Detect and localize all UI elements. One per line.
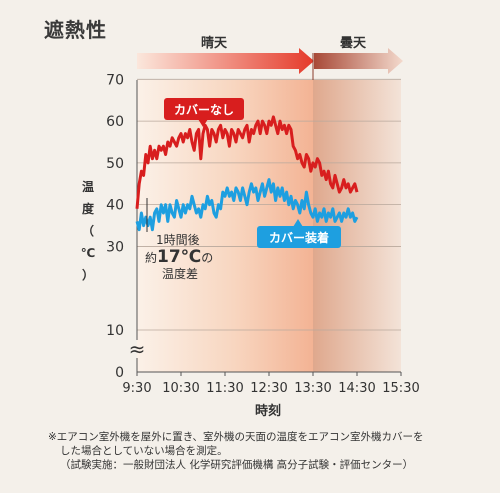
- legend-text-with-cover: カバー装着: [269, 230, 329, 245]
- footnote-line2: した場合としていない場合を測定。: [60, 445, 228, 457]
- annotation-line3: 温度差: [162, 266, 198, 281]
- legend-badge-with-cover: [257, 226, 341, 248]
- annotation-suffix: の: [201, 251, 213, 265]
- legend-badge-no-cover: [164, 98, 244, 120]
- x-tick-label: 14:30: [338, 381, 375, 396]
- legend-text-no-cover: カバーなし: [174, 103, 234, 117]
- legend-label-with-cover: カバー装着: [257, 219, 341, 248]
- series-line-with-cover: [135, 178, 359, 232]
- y-tick-label: 10: [106, 323, 124, 339]
- footnote-line3: （試験実施：一般財団法人 化学研究評価機構 高分子試験・評価センター）: [60, 459, 414, 471]
- temperature-difference-annotation: 1時間後 約17℃の 温度差: [145, 198, 213, 281]
- page-title: 遮熱性: [44, 18, 107, 42]
- y-axis-label-char: 温: [81, 180, 94, 194]
- x-tick-label: 10:30: [162, 381, 199, 396]
- legend-badge-with-cover-pointer: [293, 219, 303, 227]
- series-line-no-cover: [135, 115, 359, 209]
- y-axis-ticks: 0 10 30 40 50 60 70: [106, 72, 124, 381]
- y-tick-label: 0: [115, 365, 124, 381]
- footnote: ※エアコン室外機を屋外に置き、室外機の天面の温度をエアコン室外機カバーを した場…: [48, 430, 488, 472]
- x-tick-label: 11:30: [206, 381, 243, 396]
- y-tick-label: 30: [106, 239, 124, 255]
- y-tick-label: 40: [106, 198, 124, 214]
- y-axis-label-char: ）: [81, 268, 94, 282]
- x-tick-label: 15:30: [382, 381, 419, 396]
- annotation-value: 17℃: [157, 247, 201, 267]
- period-arrows: 晴天 曇天: [137, 35, 403, 80]
- axis-break-mark: ≈: [129, 337, 146, 361]
- footnote-line1: ※エアコン室外機を屋外に置き、室外機の天面の温度をエアコン室外機カバーを: [48, 431, 424, 443]
- y-tick-label: 70: [106, 72, 124, 88]
- annotation-line2: 約17℃の: [145, 247, 213, 267]
- y-tick-label: 50: [106, 156, 124, 172]
- period-label-sunny: 晴天: [201, 35, 228, 51]
- cloudy-arrow: [314, 48, 403, 74]
- y-axis-label: 温 度 （ ℃ ）: [77, 176, 99, 286]
- temperature-chart: 晴天 曇天 0 10 30 40 50 60 70 9:30 10:30 11:30 12:30 1…: [106, 35, 420, 396]
- y-tick-label: 60: [106, 114, 124, 130]
- sunny-arrow: [137, 48, 314, 74]
- x-tick-label: 9:30: [122, 381, 151, 396]
- legend-label-no-cover: カバーなし: [164, 98, 244, 127]
- legend-badge-no-cover-pointer: [198, 119, 208, 127]
- x-axis-ticks: 9:30 10:30 11:30 12:30 13:30 14:30 15:30: [122, 372, 420, 396]
- annotation-line1: 1時間後: [156, 233, 200, 247]
- x-tick-label: 12:30: [250, 381, 287, 396]
- y-axis-label-char: ℃: [80, 246, 96, 260]
- annotation-prefix: 約: [145, 250, 157, 265]
- y-axis-label-char: （: [81, 224, 94, 238]
- period-label-cloudy: 曇天: [340, 36, 367, 51]
- y-axis-label-char: 度: [81, 202, 94, 216]
- x-axis-label: 時刻: [254, 404, 281, 419]
- x-tick-label: 13:30: [294, 381, 331, 396]
